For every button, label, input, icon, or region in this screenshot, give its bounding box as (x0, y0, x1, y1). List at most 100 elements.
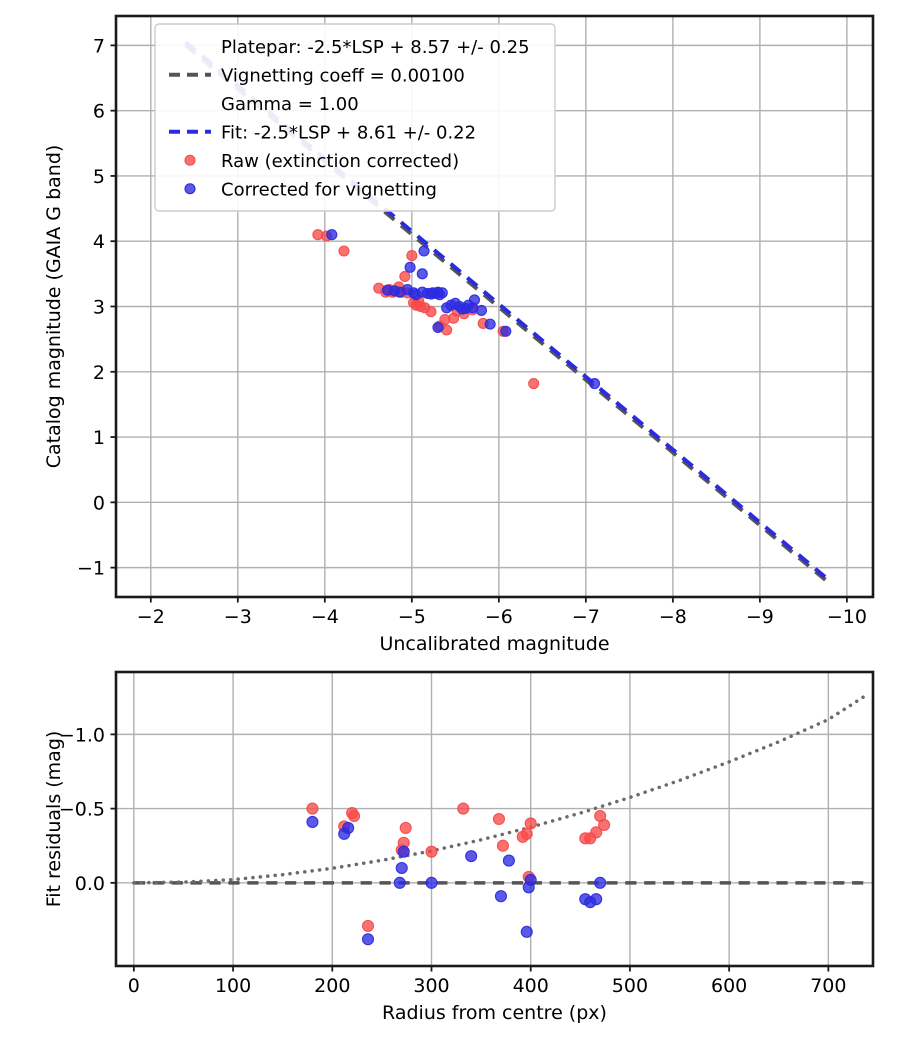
data-point (432, 321, 444, 333)
ytick-label: 3 (93, 297, 105, 319)
xtick-label: −8 (659, 606, 687, 628)
data-point (594, 876, 607, 889)
legend-box (154, 23, 556, 212)
legend-label: Fit: -2.5*LSP + 8.61 +/- 0.22 (221, 122, 476, 143)
data-point (404, 261, 416, 273)
data-point (484, 318, 496, 330)
data-point (468, 294, 481, 306)
legend-label: Vignetting coeff = 0.00100 (221, 65, 465, 86)
series-raw-extinction-corrected- (306, 802, 611, 932)
x-axis-label: Radius from centre (px) (382, 1002, 607, 1024)
data-point (496, 839, 509, 852)
data-point (500, 325, 512, 337)
data-point (465, 850, 478, 863)
data-point (528, 377, 540, 390)
ytick-label: 0.0 (75, 873, 105, 895)
data-point (425, 876, 438, 889)
ytick-label: −1 (77, 558, 105, 580)
ytick-label: 6 (93, 101, 105, 123)
data-point (590, 826, 603, 839)
data-point (416, 268, 428, 280)
data-point (397, 845, 410, 858)
data-point (524, 873, 537, 886)
data-point (395, 861, 408, 875)
xtick-label: 500 (612, 975, 648, 997)
legend-entry: Raw (extinction corrected) (184, 151, 459, 172)
data-point (338, 245, 350, 257)
xtick-label: 400 (513, 975, 549, 997)
xtick-label: −2 (137, 606, 165, 628)
xtick-label: −9 (746, 606, 774, 628)
data-point (361, 933, 375, 946)
xtick-label: −5 (398, 606, 426, 628)
data-point (457, 802, 470, 815)
data-point (326, 229, 338, 241)
data-point (589, 377, 601, 390)
data-point (436, 287, 448, 299)
data-point (492, 812, 506, 826)
ytick-label: −1.0 (59, 724, 105, 746)
legend-entry: Fit: -2.5*LSP + 8.61 +/- 0.22 (169, 122, 476, 143)
ytick-label: 7 (93, 35, 105, 57)
data-point (406, 250, 418, 262)
data-point (393, 876, 406, 889)
legend-label: Gamma = 1.00 (221, 94, 359, 115)
axes-frame (114, 670, 875, 968)
data-point (312, 229, 324, 241)
data-point (598, 818, 611, 831)
ytick-label: −0.5 (59, 799, 105, 821)
ytick-label: 2 (93, 362, 105, 384)
data-point (399, 270, 411, 283)
legend-label: Corrected for vignetting (221, 179, 437, 200)
panel-fit-residuals: 0 100 200 300 400 500 600 700 0.0 −0.5 −1.0 Radius … (43, 670, 875, 1024)
data-area (132, 695, 869, 946)
xtick-label: 200 (314, 975, 350, 997)
data-point (475, 304, 488, 316)
legend-entry: Platepar: -2.5*LSP + 8.57 +/- 0.25 (221, 37, 530, 58)
data-point (425, 845, 438, 858)
data-point (348, 809, 361, 823)
y-axis-label: Fit residuals (mag) (43, 731, 65, 908)
xtick-label: 600 (711, 975, 747, 997)
data-point (306, 815, 319, 829)
ytick-label: 5 (93, 166, 105, 188)
xtick-label: −6 (485, 606, 513, 628)
xtick-label: −7 (572, 606, 600, 628)
legend-entry: Vignetting coeff = 0.00100 (169, 65, 465, 86)
legend-dot-swatch (184, 154, 196, 166)
series-corrected-for-vignetting (306, 815, 607, 946)
legend-entry: Gamma = 1.00 (221, 94, 359, 115)
data-point (399, 821, 412, 834)
ticks: 0 100 200 300 400 500 600 700 0.0 −0.5 −1.0 (59, 724, 847, 997)
data-point (418, 245, 430, 257)
legend-label: Platepar: -2.5*LSP + 8.57 +/- 0.25 (221, 37, 530, 58)
data-point (425, 306, 437, 318)
xtick-label: 300 (413, 975, 449, 997)
xtick-label: −10 (827, 606, 867, 628)
panel-photometric-calibration: −2 −3 −4 −5 −6 −7 −8 −9 −10−101234567Uncalibrate… (43, 14, 875, 655)
ytick-label: 1 (93, 427, 105, 449)
ytick-label: 0 (93, 492, 105, 514)
series-corrected-for-vignetting (326, 229, 601, 390)
data-point (502, 854, 515, 867)
xtick-label: −4 (311, 606, 339, 628)
ytick-label: 4 (93, 231, 105, 253)
xtick-label: 100 (215, 975, 251, 997)
xtick-label: −3 (224, 606, 252, 628)
data-point (590, 893, 603, 906)
legend: Platepar: -2.5*LSP + 8.57 +/- 0.25 Vignet… (154, 23, 556, 212)
x-axis-label: Uncalibrated magnitude (379, 633, 609, 655)
data-point (520, 827, 533, 840)
data-point (494, 890, 508, 903)
data-point (361, 919, 375, 932)
data-point (524, 817, 537, 830)
data-point (342, 821, 355, 834)
legend-entry: Corrected for vignetting (184, 179, 437, 200)
line-vignetting-model-curve (132, 695, 865, 885)
legend-dot-swatch (184, 183, 196, 195)
legend-label: Raw (extinction corrected) (221, 151, 459, 172)
y-axis-label: Catalog magnitude (GAIA G band) (43, 145, 65, 469)
